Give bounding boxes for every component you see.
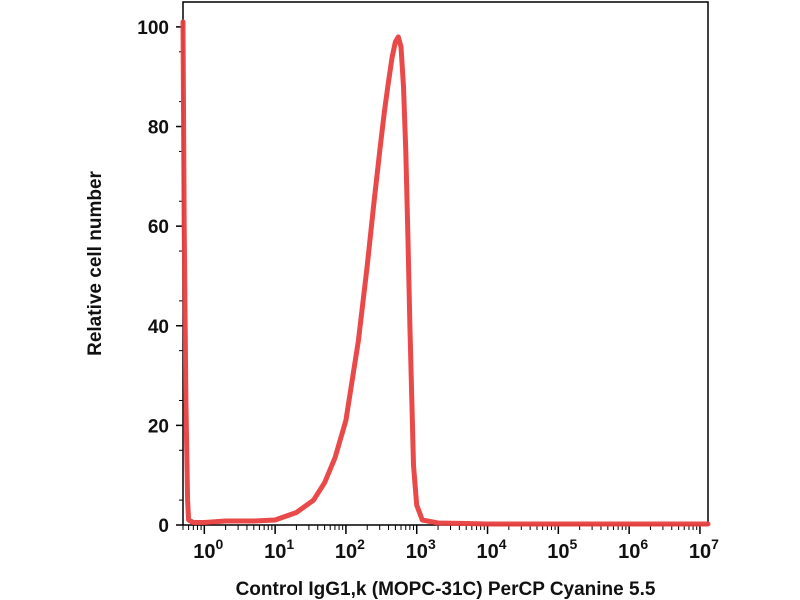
x-tick-label: 104 <box>477 536 507 563</box>
x-tick-label: 105 <box>547 536 577 563</box>
x-tick-exponent: 3 <box>428 536 436 552</box>
y-tick-label: 0 <box>158 516 169 537</box>
y-tick-label: 80 <box>148 118 169 139</box>
x-tick-exponent: 1 <box>286 536 294 552</box>
y-axis-title: Relative cell number <box>85 170 106 355</box>
series-layer <box>180 19 711 527</box>
x-tick-label: 100 <box>193 536 223 563</box>
plot-border <box>182 1 709 526</box>
x-tick-exponent: 0 <box>216 536 224 552</box>
x-axis: 100 101 102 103 104 105 106 107 <box>182 525 719 563</box>
x-tick-label: 107 <box>689 536 719 563</box>
x-tick-exponent: 6 <box>640 536 648 552</box>
x-tick-label: 103 <box>406 536 436 563</box>
x-tick-label: 102 <box>335 536 365 563</box>
plot-frame <box>182 1 709 526</box>
y-axis: 0 20 40 60 80 100 <box>137 18 183 537</box>
x-tick-label: 101 <box>264 536 294 563</box>
y-tick-label: 20 <box>148 416 169 437</box>
y-tick-label: 40 <box>148 317 169 338</box>
y-tick-label: 60 <box>148 217 169 238</box>
x-tick-exponent: 5 <box>570 536 578 552</box>
x-tick-label: 106 <box>618 536 648 563</box>
x-tick-exponent: 2 <box>357 536 365 552</box>
y-tick-label: 100 <box>137 18 169 39</box>
x-tick-exponent: 4 <box>499 536 507 552</box>
x-tick-exponent: 7 <box>711 536 719 552</box>
x-axis-title: Control IgG1,k (MOPC-31C) PerCP Cyanine … <box>236 579 656 600</box>
histogram-series-line <box>180 19 711 527</box>
